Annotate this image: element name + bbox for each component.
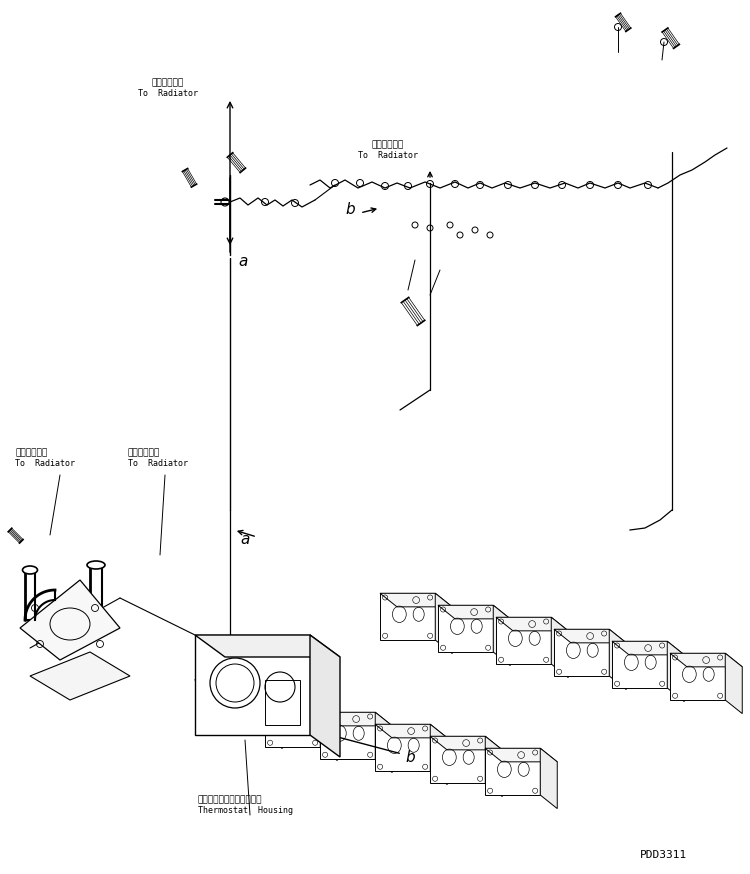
Polygon shape [195,635,340,657]
Polygon shape [540,748,557,808]
Polygon shape [551,617,568,677]
Polygon shape [485,748,557,762]
Polygon shape [485,736,502,796]
Polygon shape [265,700,338,714]
Polygon shape [725,653,742,713]
Text: To  Radiator: To Radiator [15,459,75,468]
Polygon shape [496,617,551,664]
Text: ラジェータへ: ラジェータへ [372,140,404,149]
Polygon shape [320,700,338,760]
Ellipse shape [22,566,38,574]
Text: ラジェータへ: ラジェータへ [152,78,184,87]
Text: ラジェータへ: ラジェータへ [128,448,160,457]
Polygon shape [668,642,684,702]
Polygon shape [609,629,626,690]
Text: To  Radiator: To Radiator [128,459,188,468]
Text: To  Radiator: To Radiator [138,89,198,98]
Polygon shape [554,629,609,676]
Polygon shape [265,700,320,747]
Polygon shape [612,642,684,655]
Text: サーモスタットハウジング: サーモスタットハウジング [198,795,262,804]
Text: PDD3311: PDD3311 [640,850,687,860]
Polygon shape [320,712,375,759]
Text: b: b [345,203,355,218]
Polygon shape [380,593,452,607]
Text: a: a [238,254,248,269]
Polygon shape [30,652,130,700]
Polygon shape [210,688,266,735]
Polygon shape [670,653,725,700]
Polygon shape [612,642,668,688]
Polygon shape [554,629,626,643]
Polygon shape [435,593,452,654]
Bar [265,680,300,725]
Text: To  Radiator: To Radiator [358,151,418,160]
Polygon shape [210,688,282,702]
Polygon shape [375,725,430,771]
Polygon shape [430,725,447,785]
Polygon shape [380,593,435,640]
Polygon shape [266,688,282,749]
Polygon shape [496,617,568,631]
Polygon shape [438,606,494,652]
Polygon shape [430,736,485,783]
Text: a: a [240,532,249,547]
Polygon shape [320,712,392,725]
Polygon shape [20,580,120,660]
Text: b: b [405,751,415,766]
Polygon shape [195,635,310,735]
Polygon shape [670,653,742,667]
Ellipse shape [87,561,105,569]
Text: ラジェータへ: ラジェータへ [15,448,47,457]
Text: Thermostat  Housing: Thermostat Housing [198,806,293,815]
Polygon shape [438,606,510,619]
Polygon shape [310,635,340,757]
Polygon shape [485,748,540,795]
Polygon shape [494,606,510,666]
Polygon shape [375,712,392,773]
Polygon shape [430,736,502,750]
Polygon shape [375,725,447,738]
